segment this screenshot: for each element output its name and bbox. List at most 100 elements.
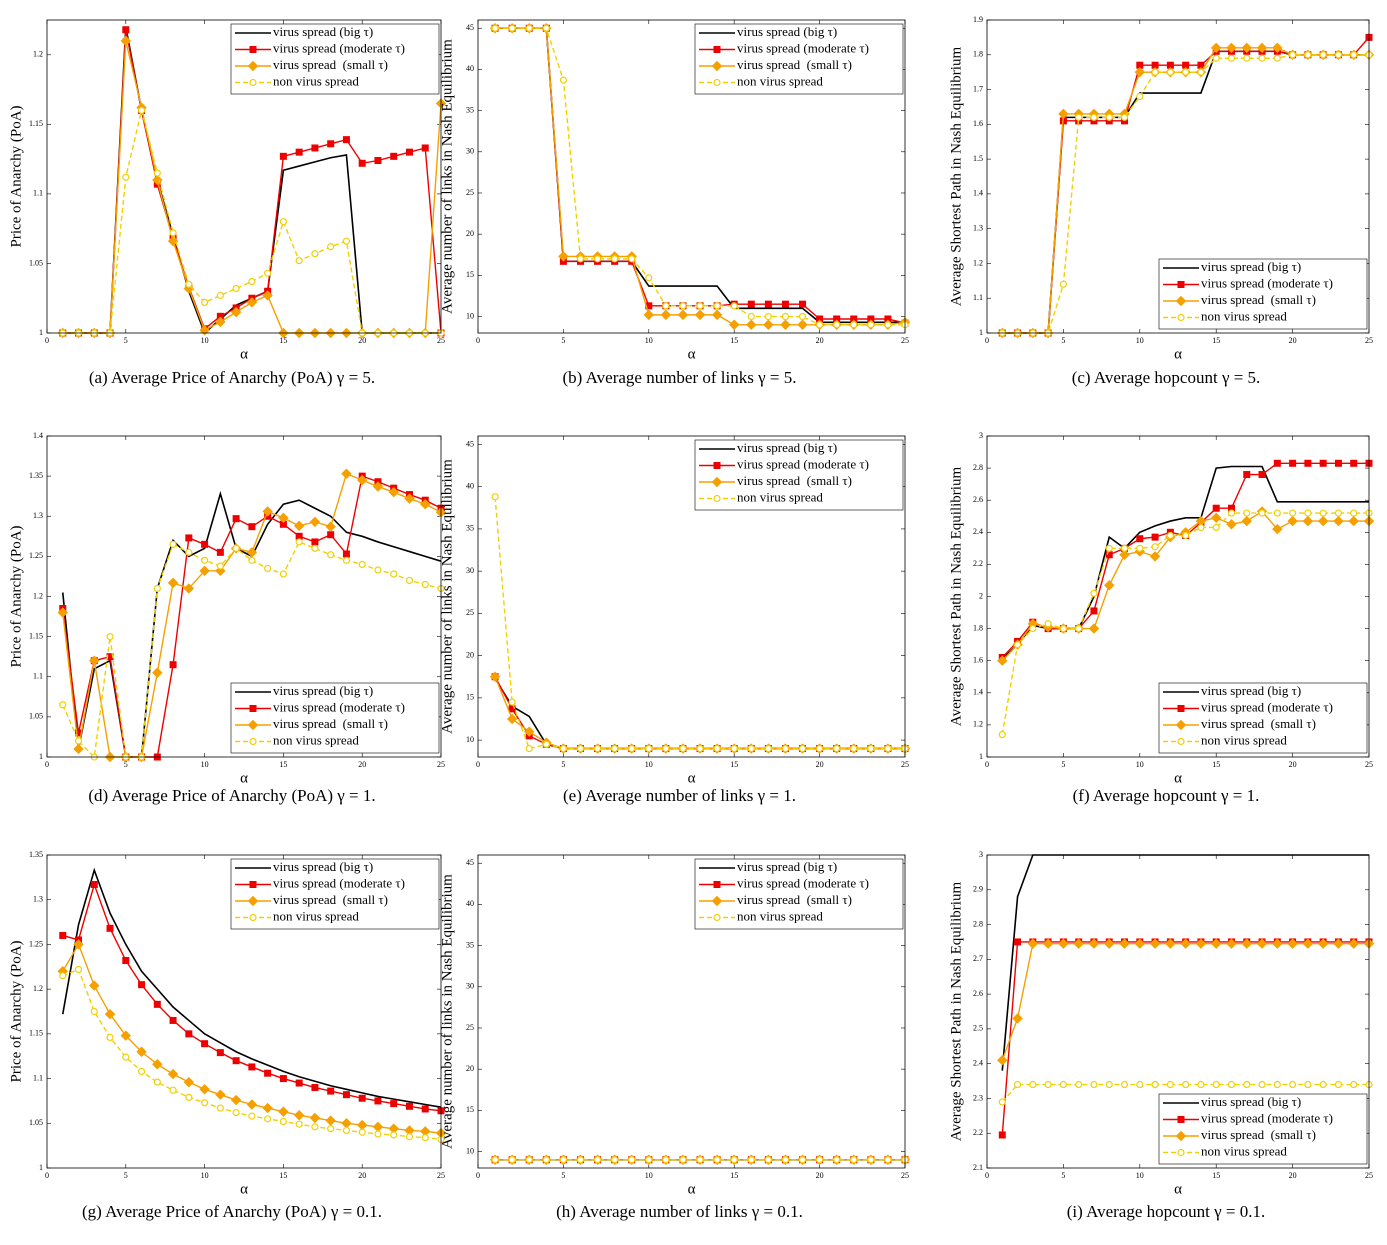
y-tick-label: 1.5 [973,154,983,163]
marker-diamond [1226,42,1237,54]
marker-diamond [1073,938,1084,949]
marker-square [508,705,516,713]
marker-circle [1029,1080,1037,1089]
y-tick-label: 2.4 [973,1058,983,1067]
marker-circle [279,570,287,578]
legend-label: non virus spread [1201,1143,1287,1158]
marker-diamond [506,713,518,725]
marker-circle [295,538,303,546]
x-tick-label: 0 [985,760,989,769]
x-tick-label: 20 [358,336,366,345]
marker-circle [390,570,398,578]
marker-circle [781,1156,790,1164]
y-tick-label: 25 [466,188,474,197]
marker-diamond [278,1106,289,1117]
marker-circle [730,744,738,753]
marker-circle [628,1156,636,1164]
marker-square [249,881,257,888]
marker-circle [713,744,721,753]
y-tick-label: 1.05 [29,1118,43,1127]
y-tick-label: 1.15 [29,119,43,128]
marker-circle [1212,1080,1220,1089]
marker-circle [1258,1080,1266,1089]
legend-label: virus spread (small τ) [1201,292,1316,307]
y-tick-label: 40 [466,64,474,73]
marker-circle [1212,523,1220,532]
legend-label: virus spread (small τ) [737,57,852,72]
marker-diamond [1104,938,1115,949]
legend-label: virus spread (moderate τ) [737,40,869,55]
marker-square [421,144,429,152]
x-tick-label: 15 [279,1171,287,1180]
marker-square [327,140,335,148]
marker-circle [747,1156,755,1164]
marker-circle [327,243,335,251]
marker-circle [850,321,858,329]
marker-circle [525,1156,533,1164]
y-tick-label: 2.7 [973,954,983,963]
y-tick-label: 1.2 [973,258,983,267]
marker-circle [169,540,177,548]
marker-circle [342,556,351,564]
marker-circle [153,169,161,177]
marker-diamond [1119,938,1130,949]
legend-box [230,23,440,95]
marker-diamond [1241,938,1252,949]
y-tick-label: 30 [466,147,474,156]
legend: virus spread (big τ)virus spread (modera… [694,858,904,930]
marker-square [342,136,350,144]
x-axis-label: α [240,770,248,786]
marker-diamond [711,476,723,488]
x-tick-label: 10 [201,760,209,769]
marker-diamond [1149,551,1161,562]
marker-square [1258,471,1266,479]
marker-circle [358,1128,366,1136]
marker-square [1289,459,1297,467]
legend-box [1158,258,1368,330]
legend: virus spread (big τ)virus spread (modera… [230,23,440,95]
x-tick-label: 0 [45,760,49,769]
x-tick-label: 10 [1136,760,1144,769]
marker-diamond [1210,512,1222,524]
y-tick-label: 1.3 [33,511,43,520]
marker-circle [1288,1080,1297,1089]
legend-label: virus spread (big τ) [273,859,373,874]
legend-label: virus spread (small τ) [273,57,388,72]
marker-square [185,1030,193,1038]
y-tick-label: 1.8 [973,623,983,632]
y-tick-label: 2.4 [973,527,983,536]
marker-circle [1182,68,1190,76]
legend-box [1158,682,1368,754]
y-axis-label: Price of Anarchy (PoA) [8,105,24,247]
y-tick-label: 10 [466,735,474,744]
legend-label: virus spread (small τ) [737,473,852,488]
marker-circle [249,913,257,922]
legend-box [1158,1093,1368,1165]
y-tick-label: 1.3 [33,895,43,904]
x-tick-label: 5 [1061,1171,1065,1180]
y-tick-label: 20 [466,1064,474,1073]
marker-diamond [325,521,336,532]
marker-diamond [694,309,706,321]
marker-diamond [711,895,723,907]
marker-circle [248,277,256,286]
marker-circle [374,1130,382,1138]
marker-square [405,1102,413,1110]
marker-circle [764,1156,772,1164]
marker-circle [421,580,429,589]
x-tick-label: 25 [901,336,909,345]
legend: virus spread (big τ)virus spread (modera… [694,23,904,95]
x-tick-label: 20 [358,760,366,769]
marker-circle [747,312,755,321]
marker-diamond [215,316,226,328]
marker-square [279,152,287,160]
marker-circle [1350,509,1358,517]
marker-square [201,1040,209,1048]
marker-diamond [199,325,210,336]
marker-diamond [183,583,195,594]
marker-diamond [246,297,258,308]
marker-square [216,548,224,556]
y-tick-label: 2.5 [973,1024,983,1033]
marker-square [405,148,413,156]
marker-circle [1120,1080,1129,1089]
